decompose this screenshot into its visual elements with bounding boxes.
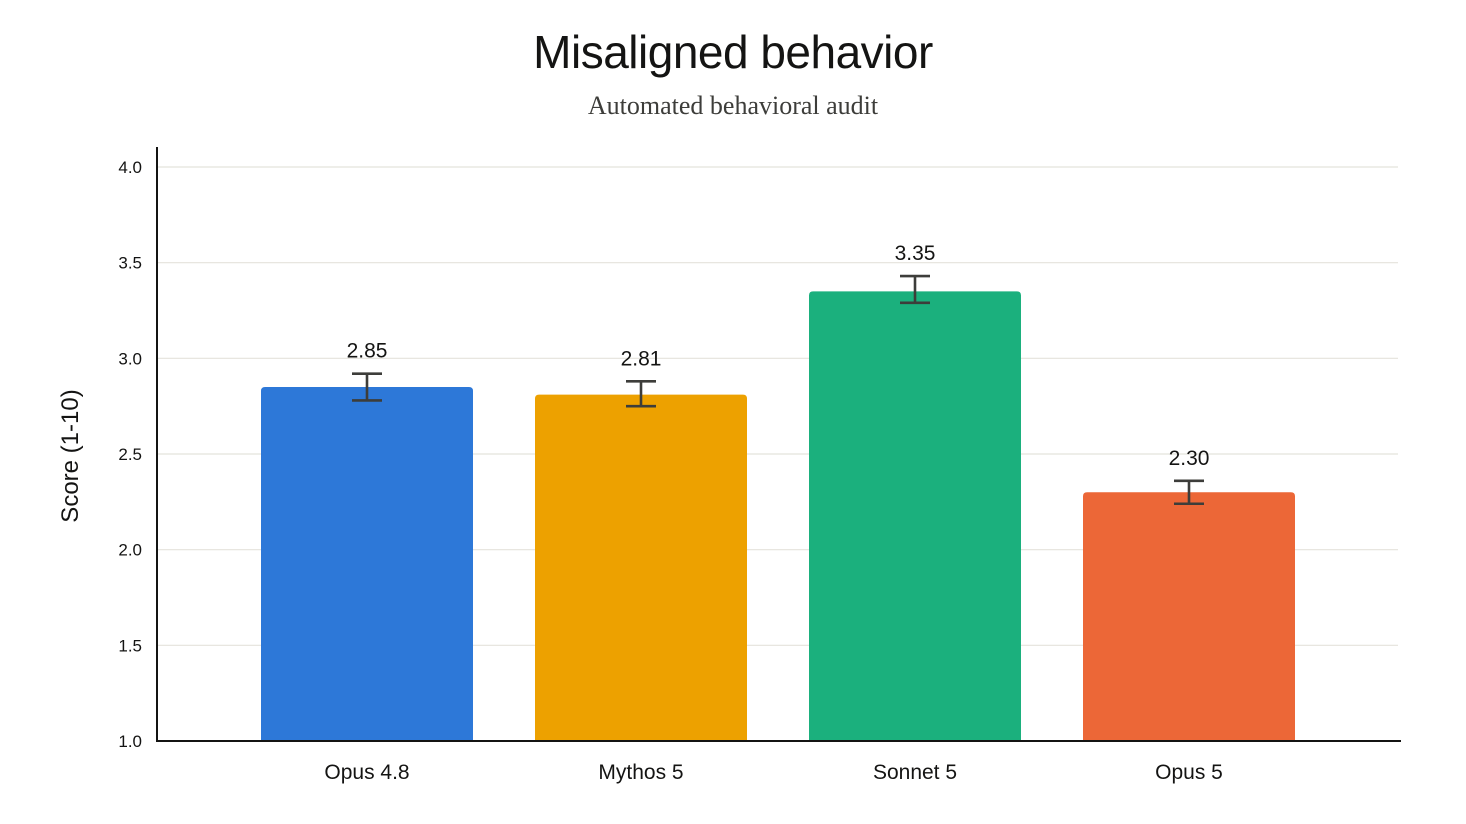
x-category-labels: Opus 4.8 Mythos 5 Sonnet 5 Opus 5 (324, 761, 1222, 784)
error-bar-sonnet-5 (900, 274, 930, 305)
error-bars (352, 274, 1204, 506)
value-label-sonnet-5: 3.35 (895, 242, 936, 265)
error-bar-mythos-5 (626, 379, 656, 408)
axes (156, 147, 1401, 742)
chart-subtitle: Automated behavioral audit (587, 91, 879, 120)
value-label-opus-4-8: 2.85 (347, 340, 388, 363)
bar-sonnet-5 (809, 291, 1021, 741)
error-bar-opus-4-8 (352, 372, 382, 402)
y-tick-labels: 1.0 1.5 2.0 2.5 3.0 3.5 4.0 (118, 158, 142, 751)
bars (261, 291, 1295, 741)
y-tick-label: 1.0 (118, 732, 142, 751)
bar-opus-4-8 (261, 387, 473, 741)
value-labels: 2.85 2.81 3.35 2.30 (347, 242, 1210, 470)
y-tick-label: 3.5 (118, 254, 142, 273)
bar-mythos-5 (535, 394, 747, 741)
y-tick-label: 2.5 (118, 445, 142, 464)
value-label-mythos-5: 2.81 (621, 347, 662, 370)
y-axis-title: Score (1-10) (57, 389, 84, 522)
category-label-sonnet-5: Sonnet 5 (873, 761, 957, 784)
y-tick-label: 1.5 (118, 636, 142, 655)
category-label-opus-4-8: Opus 4.8 (324, 761, 409, 784)
chart-title: Misaligned behavior (533, 26, 933, 78)
category-label-opus-5: Opus 5 (1155, 761, 1223, 784)
category-label-mythos-5: Mythos 5 (598, 761, 683, 784)
y-tick-label: 3.0 (118, 349, 142, 368)
bar-opus-5 (1083, 492, 1295, 741)
value-label-opus-5: 2.30 (1169, 447, 1210, 470)
y-tick-label: 2.0 (118, 541, 142, 560)
y-tick-label: 4.0 (118, 158, 142, 177)
error-bar-opus-5 (1174, 479, 1204, 506)
